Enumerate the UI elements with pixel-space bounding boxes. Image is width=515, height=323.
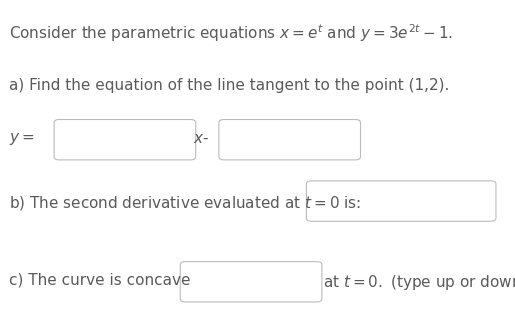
Text: b) The second derivative evaluated at $t = 0$ is:: b) The second derivative evaluated at $t…	[9, 194, 362, 212]
Text: a) Find the equation of the line tangent to the point (1,2).: a) Find the equation of the line tangent…	[9, 78, 450, 92]
Text: c) The curve is concave: c) The curve is concave	[9, 273, 191, 288]
FancyBboxPatch shape	[219, 120, 360, 160]
Text: $x$-: $x$-	[193, 131, 209, 146]
FancyBboxPatch shape	[306, 181, 496, 221]
FancyBboxPatch shape	[180, 262, 322, 302]
Text: $y =$: $y =$	[9, 131, 35, 147]
Text: Consider the parametric equations $x = e^{t}$ and $y = 3e^{2t} - 1.$: Consider the parametric equations $x = e…	[9, 23, 453, 44]
FancyBboxPatch shape	[54, 120, 196, 160]
Text: at $t = 0.$ (type up or down): at $t = 0.$ (type up or down)	[323, 273, 515, 292]
